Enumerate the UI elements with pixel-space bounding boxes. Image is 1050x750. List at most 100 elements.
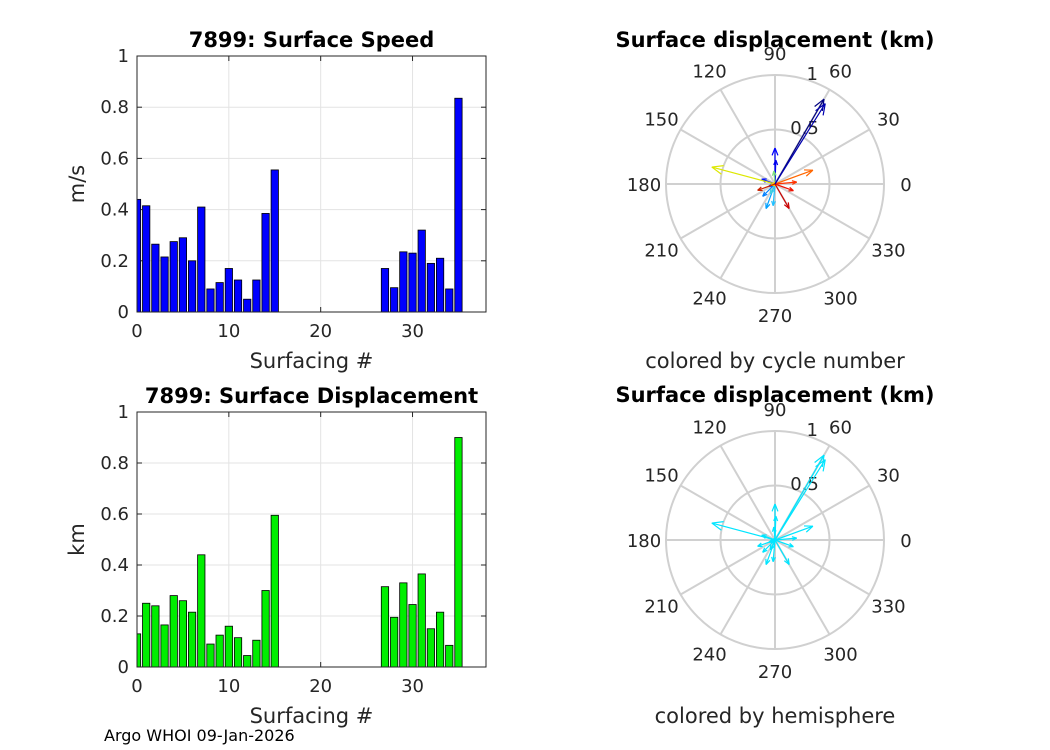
compass-hemisphere-vector-head bbox=[711, 521, 724, 524]
displacement-xtick-label: 20 bbox=[309, 676, 332, 697]
speed-xtick-label: 20 bbox=[309, 321, 332, 342]
displacement-bar bbox=[252, 639, 261, 668]
compass-hemisphere-spoke bbox=[680, 484, 776, 541]
compass-cycle-vector bbox=[771, 170, 777, 185]
compass-hemisphere-vector-shaft bbox=[774, 537, 797, 541]
compass-cycle-spoke bbox=[719, 183, 776, 279]
speed-ytick-label: 0.8 bbox=[100, 97, 129, 118]
displacement-bar bbox=[151, 605, 160, 668]
speed-bar bbox=[399, 251, 408, 313]
displacement-bar bbox=[197, 554, 206, 668]
compass-cycle-vector bbox=[762, 183, 776, 197]
compass-hemisphere-vector-head bbox=[814, 454, 825, 463]
speed-bar bbox=[160, 256, 169, 313]
displacement-ytick-label: 0.8 bbox=[100, 453, 129, 474]
compass-hemisphere-vector-head bbox=[789, 542, 794, 548]
compass-hemisphere-spoke bbox=[774, 484, 870, 541]
compass-cycle-vector bbox=[774, 183, 790, 210]
speed-ytick-label: 1 bbox=[118, 46, 129, 67]
compass-cycle-vector-shaft bbox=[774, 181, 797, 185]
compass-cycle-vector-shaft bbox=[711, 166, 776, 185]
compass-cycle-vector bbox=[757, 183, 776, 192]
displacement-ytick-label: 0 bbox=[118, 657, 129, 678]
speed-xtick-label: 10 bbox=[217, 321, 240, 342]
speed-bar bbox=[215, 282, 224, 313]
compass-cycle-vector-head bbox=[787, 202, 790, 209]
compass-cycle-angle-label: 180 bbox=[627, 175, 661, 196]
compass-hemisphere-angle-label: 0 bbox=[900, 531, 911, 552]
compass-hemisphere-vector-head bbox=[772, 556, 776, 562]
displacement-bar bbox=[390, 616, 399, 668]
compass-hemisphere-vector-shaft bbox=[762, 539, 776, 553]
speed-bar bbox=[426, 262, 435, 313]
speed-bar bbox=[390, 287, 399, 313]
speed-bar bbox=[233, 279, 243, 313]
compass-hemisphere-vector bbox=[774, 459, 826, 541]
compass-cycle-angle-label: 150 bbox=[644, 110, 678, 131]
compass-hemisphere-vector-shaft bbox=[711, 522, 776, 541]
compass-hemisphere-vector-shaft bbox=[773, 526, 776, 541]
compass-cycle-spoke bbox=[774, 128, 870, 185]
compass-cycle-spoke bbox=[774, 183, 870, 240]
compass-hemisphere-angle-label: 150 bbox=[644, 466, 678, 487]
displacement-xlabel: Surfacing # bbox=[250, 704, 374, 728]
displacement-bar bbox=[136, 633, 142, 668]
compass-cycle-vector-shaft bbox=[762, 183, 776, 197]
speed-axes-box bbox=[136, 55, 487, 313]
compass-cycle-caption: colored by cycle number bbox=[645, 349, 905, 373]
compass-cycle-angle-label: 240 bbox=[692, 288, 726, 309]
compass-cycle-vector-head bbox=[791, 180, 797, 183]
compass-cycle-angle-label: 90 bbox=[764, 44, 787, 65]
compass-cycle-vector-head bbox=[771, 147, 776, 156]
displacement-bar bbox=[206, 643, 215, 668]
speed-bar bbox=[454, 97, 463, 313]
speed-bar bbox=[417, 229, 426, 313]
compass-hemisphere-vector bbox=[771, 539, 776, 562]
displacement-ytick-label: 0.4 bbox=[100, 555, 129, 576]
speed-bar bbox=[151, 243, 160, 313]
compass-hemisphere-angle-label: 330 bbox=[871, 597, 905, 618]
compass-hemisphere-angle-label: 270 bbox=[758, 662, 792, 683]
compass-hemisphere-radius-label: 0.5 bbox=[790, 474, 819, 495]
compass-cycle-angle-label: 60 bbox=[829, 62, 852, 83]
compass-hemisphere-vector-shaft bbox=[774, 525, 814, 541]
compass-hemisphere-vector bbox=[774, 536, 797, 541]
compass-hemisphere-vector-head bbox=[822, 459, 826, 472]
compass-hemisphere-angle-label: 90 bbox=[764, 400, 787, 421]
compass-hemisphere-vector-head bbox=[815, 459, 826, 468]
compass-cycle-vector bbox=[774, 180, 797, 185]
displacement-bar bbox=[142, 602, 151, 668]
compass-hemisphere-vector-head bbox=[771, 526, 775, 532]
speed-ytick-label: 0.2 bbox=[100, 251, 129, 272]
compass-hemisphere-vector-shaft bbox=[772, 539, 776, 562]
compass-cycle-vector bbox=[711, 165, 776, 185]
displacement-xtick-label: 10 bbox=[217, 676, 240, 697]
compass-cycle-vector-head bbox=[772, 200, 776, 206]
compass-cycle-title: Surface displacement (km) bbox=[615, 28, 934, 52]
compass-hemisphere-angle-label: 60 bbox=[829, 418, 852, 439]
speed-xtick-label: 0 bbox=[131, 321, 142, 342]
compass-cycle-vector-head bbox=[783, 204, 790, 210]
compass-cycle-spoke bbox=[719, 89, 776, 185]
compass-hemisphere-spoke bbox=[680, 539, 776, 596]
displacement-bar bbox=[261, 590, 270, 668]
compass-hemisphere-vector-head bbox=[787, 558, 790, 565]
compass-hemisphere-vector-shaft bbox=[757, 539, 776, 547]
speed-bar bbox=[142, 205, 151, 313]
displacement-title: 7899: Surface Displacement bbox=[145, 384, 478, 408]
displacement-ylabel: km bbox=[65, 523, 89, 556]
displacement-bar bbox=[436, 611, 445, 668]
compass-hemisphere-vector-head bbox=[791, 536, 797, 539]
displacement-bar bbox=[188, 611, 197, 668]
compass-cycle-vector-head bbox=[711, 165, 724, 168]
compass-hemisphere-vector bbox=[774, 539, 794, 548]
compass-cycle-vector-shaft bbox=[774, 103, 826, 185]
displacement-bar bbox=[224, 625, 233, 668]
compass-hemisphere-chart: 0 30 60 90 120 150 180 210 240 270 300 330 0.5 1 Surfa… bbox=[615, 383, 934, 728]
compass-cycle-vector-head bbox=[774, 147, 779, 156]
compass-cycle-vector-shaft bbox=[774, 183, 794, 192]
displacement-bar bbox=[426, 628, 435, 668]
displacement-bar bbox=[233, 637, 243, 668]
